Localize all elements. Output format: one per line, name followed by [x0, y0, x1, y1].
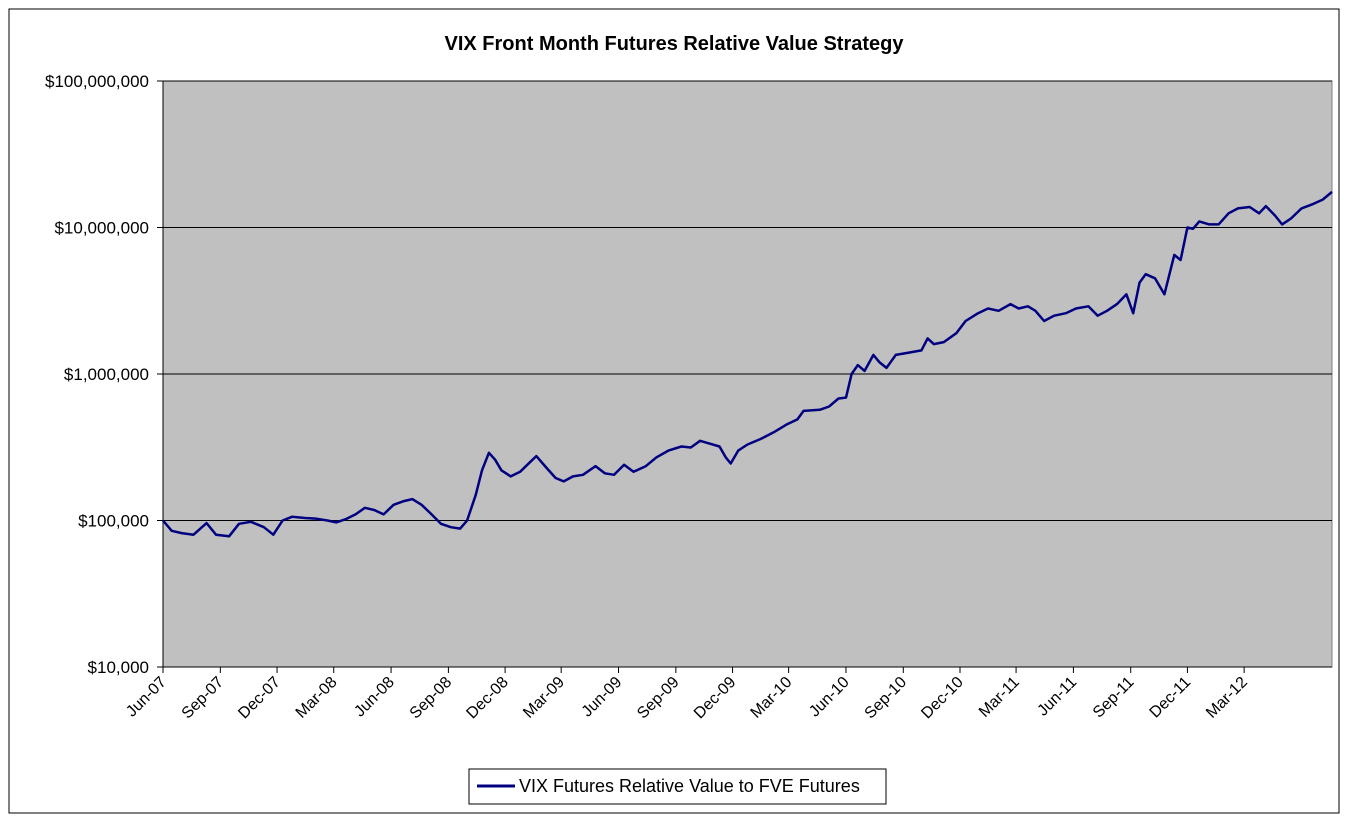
legend: VIX Futures Relative Value to FVE Future…	[468, 768, 887, 805]
series-group	[162, 190, 1333, 538]
y-tick-label: $10,000	[88, 658, 149, 677]
legend-box	[468, 768, 887, 805]
y-axis: $10,000 $100,000 $1,000,000 $10,000,000 $100…	[45, 72, 164, 677]
y-tick-label: $100,000	[78, 512, 149, 531]
y-tick-label: $10,000,000	[54, 219, 149, 238]
gridlines	[163, 80, 1332, 521]
legend-label: VIX Futures Relative Value to FVE Future…	[519, 776, 860, 796]
y-tick-label: $100,000,000	[45, 72, 149, 91]
y-tick-label: $1,000,000	[64, 365, 149, 384]
chart-title: VIX Front Month Futures Relative Value S…	[445, 33, 905, 55]
series-line-0	[162, 190, 1333, 538]
